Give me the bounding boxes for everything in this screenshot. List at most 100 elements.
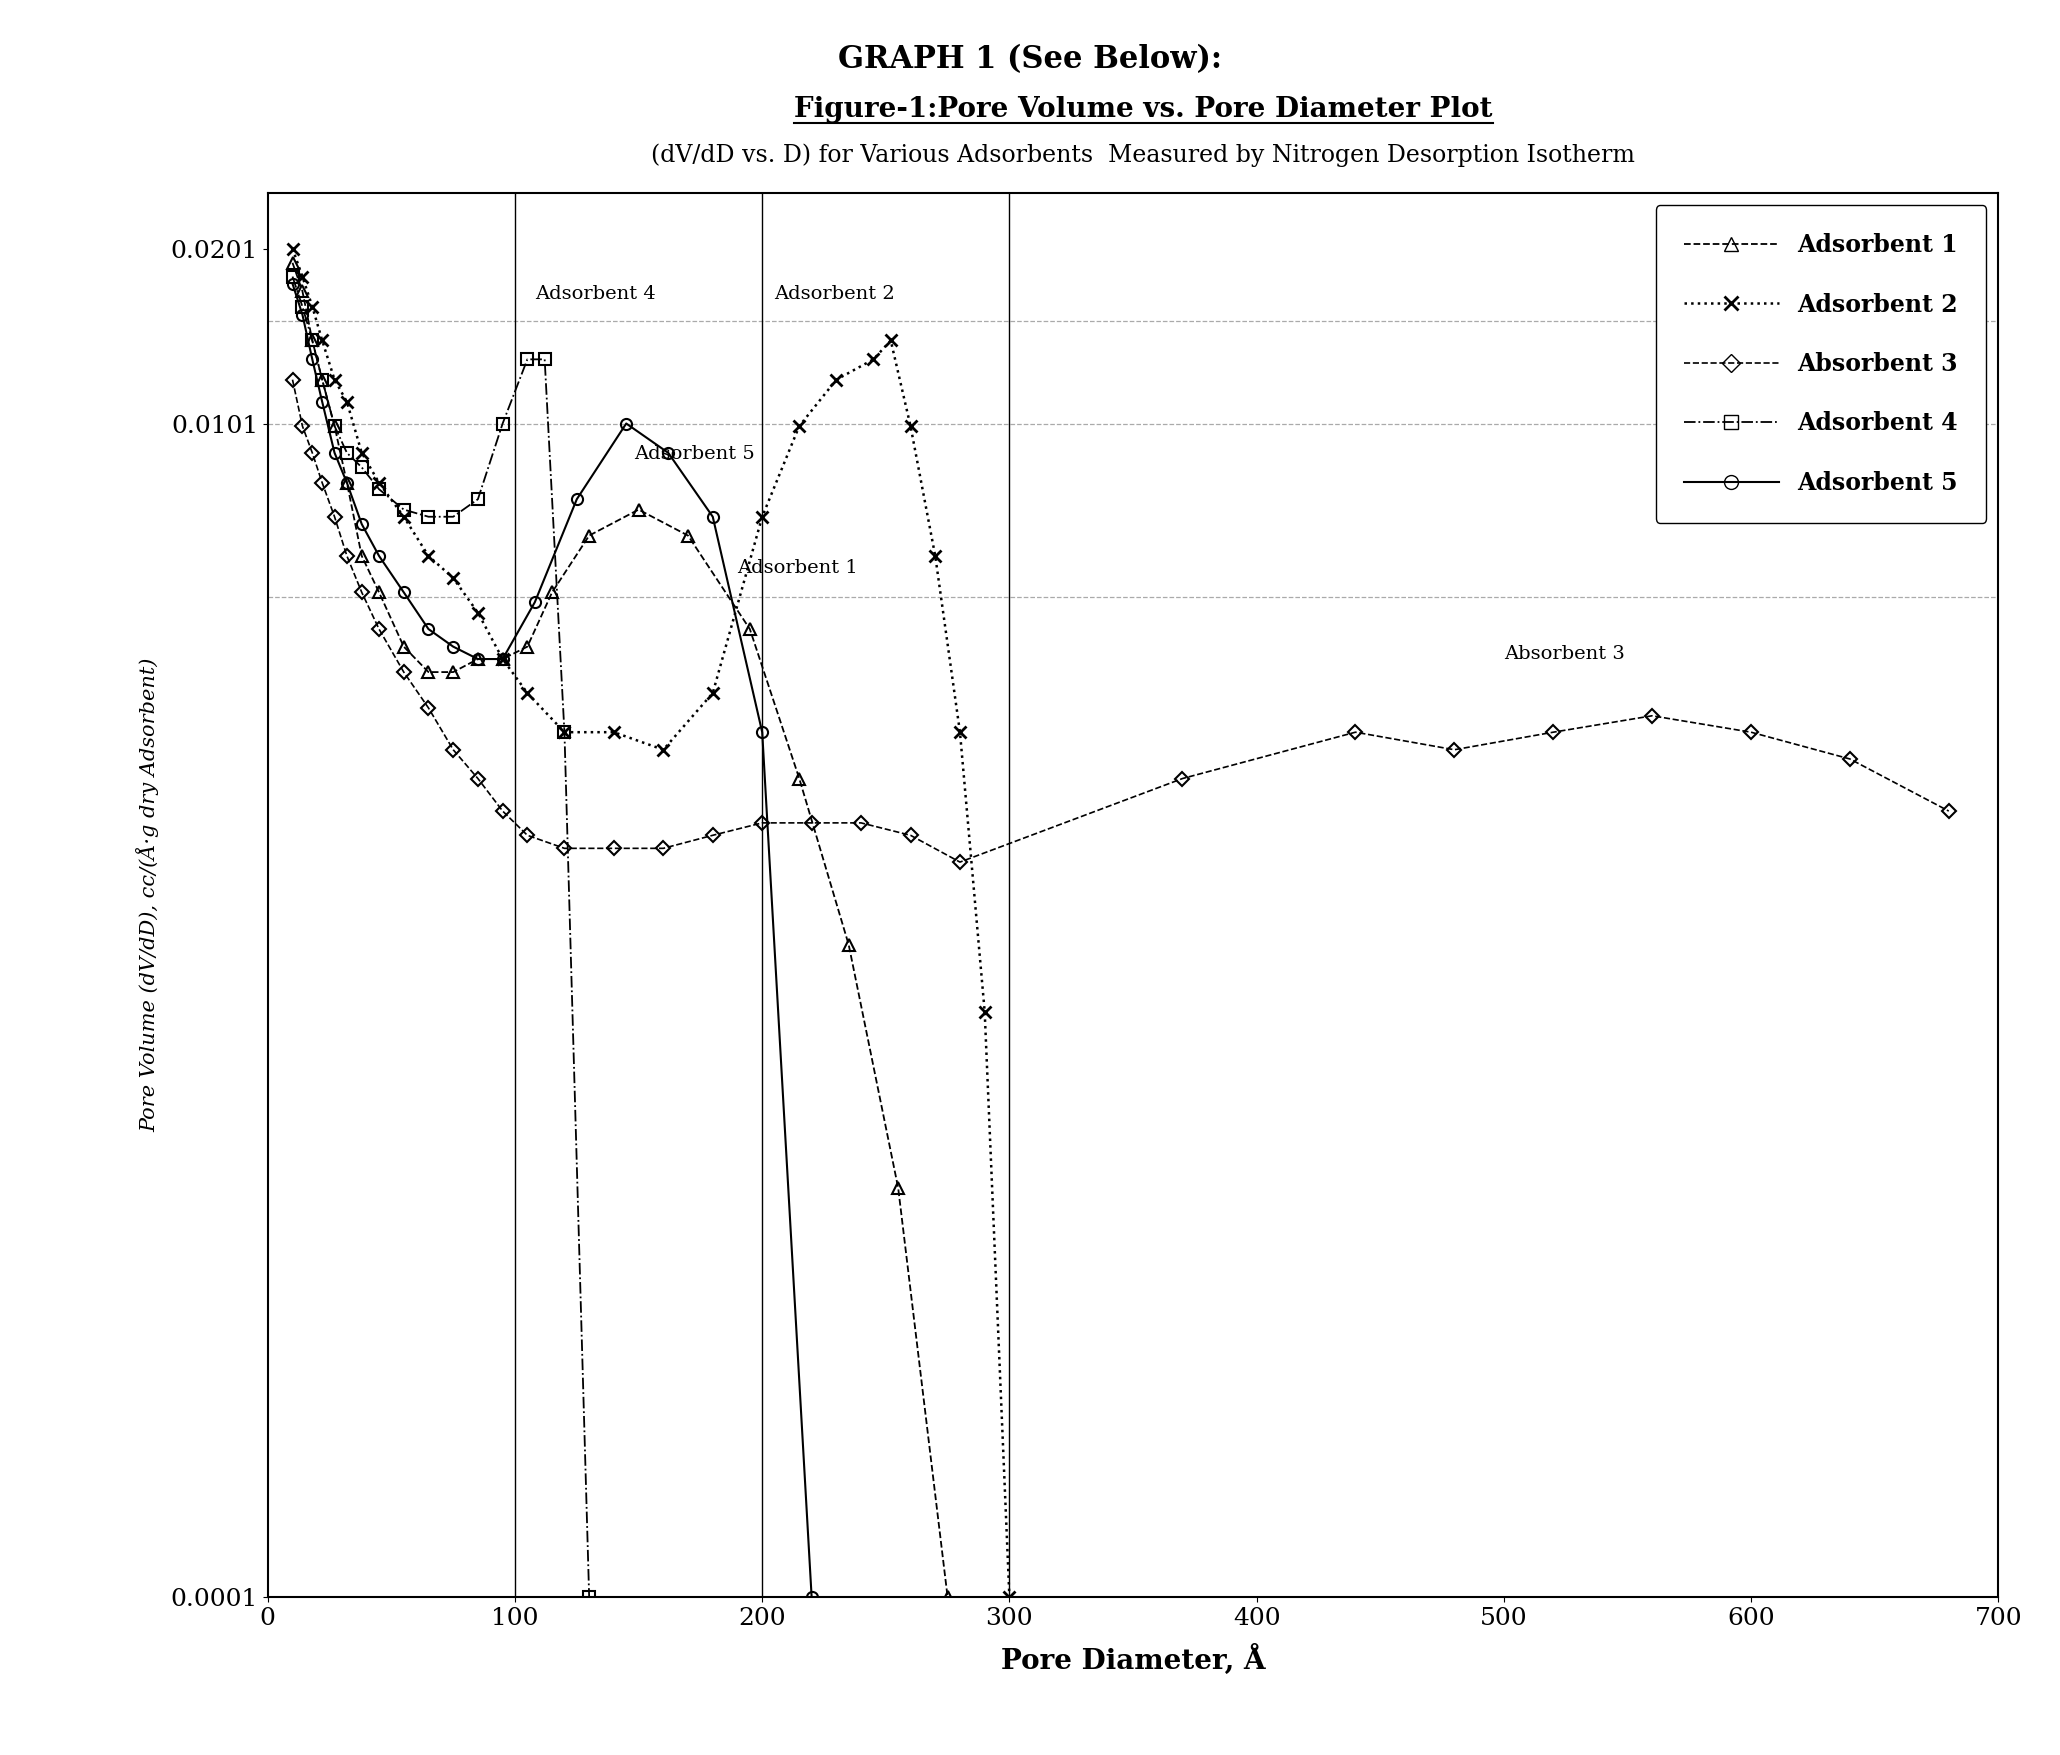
Adsorbent 1: [935, 1587, 960, 1608]
Adsorbent 2: [367, 472, 391, 493]
Adsorbent 1: [321, 416, 346, 437]
Adsorbent 2: [490, 649, 515, 670]
Adsorbent 1: [466, 649, 490, 670]
Adsorbent 5: [655, 442, 680, 463]
Adsorbent 5: [391, 583, 416, 604]
Absorbent 3: [367, 618, 391, 639]
Adsorbent 2: [787, 416, 812, 437]
Adsorbent 1: [787, 769, 812, 790]
Absorbent 3: [301, 442, 325, 463]
Adsorbent 1: [836, 934, 861, 955]
Text: Adsorbent 2: Adsorbent 2: [775, 284, 896, 302]
Absorbent 3: [948, 851, 972, 872]
Adsorbent 1: [441, 662, 466, 683]
Adsorbent 2: [878, 330, 902, 351]
Adsorbent 2: [700, 683, 725, 704]
Adsorbent 2: [280, 239, 305, 260]
Text: (dV/dD vs. D) for Various Adsorbents  Measured by Nitrogen Desorption Isotherm: (dV/dD vs. D) for Various Adsorbents Mea…: [651, 144, 1636, 167]
Adsorbent 1: [290, 281, 315, 302]
Adsorbent 4: [391, 498, 416, 519]
Adsorbent 5: [441, 635, 466, 656]
Adsorbent 1: [626, 498, 651, 519]
Adsorbent 1: [577, 525, 602, 546]
Absorbent 3: [700, 825, 725, 846]
Adsorbent 4: [334, 442, 358, 463]
Adsorbent 1: [309, 369, 334, 390]
Absorbent 3: [602, 837, 626, 858]
Adsorbent 4: [321, 416, 346, 437]
Absorbent 3: [321, 505, 346, 526]
Text: GRAPH 1 (See Below):: GRAPH 1 (See Below):: [838, 44, 1222, 75]
Adsorbent 2: [898, 416, 923, 437]
Absorbent 3: [309, 472, 334, 493]
Adsorbent 4: [350, 456, 375, 477]
Adsorbent 2: [515, 683, 540, 704]
Adsorbent 1: [540, 583, 564, 604]
Adsorbent 5: [523, 591, 548, 612]
Y-axis label: Pore Volume (dV/dD), cc/(Å·g dry Adsorbent): Pore Volume (dV/dD), cc/(Å·g dry Adsorbe…: [136, 658, 161, 1132]
Adsorbent 4: [577, 1587, 602, 1608]
Absorbent 3: [515, 825, 540, 846]
Adsorbent 5: [301, 349, 325, 370]
Text: Adsorbent 1: Adsorbent 1: [737, 560, 859, 577]
Line: Adsorbent 2: Adsorbent 2: [286, 242, 1016, 1604]
Adsorbent 2: [552, 721, 577, 742]
Line: Adsorbent 5: Adsorbent 5: [286, 279, 818, 1602]
Adsorbent 1: [301, 330, 325, 351]
Adsorbent 5: [466, 649, 490, 670]
Text: Figure-1:Pore Volume vs. Pore Diameter Plot: Figure-1:Pore Volume vs. Pore Diameter P…: [793, 97, 1494, 123]
Absorbent 3: [552, 837, 577, 858]
Adsorbent 4: [301, 330, 325, 351]
Adsorbent 1: [280, 253, 305, 274]
Adsorbent 5: [309, 391, 334, 412]
Adsorbent 2: [290, 267, 315, 288]
Adsorbent 2: [334, 391, 358, 412]
Adsorbent 2: [441, 567, 466, 588]
Adsorbent 1: [515, 635, 540, 656]
Adsorbent 2: [602, 721, 626, 742]
Absorbent 3: [350, 583, 375, 604]
Adsorbent 5: [564, 488, 589, 509]
Adsorbent 4: [531, 349, 556, 370]
Absorbent 3: [280, 369, 305, 390]
Absorbent 3: [1739, 721, 1763, 742]
Adsorbent 5: [700, 505, 725, 526]
Adsorbent 2: [321, 369, 346, 390]
Absorbent 3: [1442, 739, 1467, 760]
Adsorbent 4: [290, 297, 315, 318]
X-axis label: Pore Diameter, Å: Pore Diameter, Å: [1001, 1644, 1265, 1674]
Absorbent 3: [1541, 721, 1566, 742]
Adsorbent 5: [350, 514, 375, 535]
Absorbent 3: [334, 546, 358, 567]
Adsorbent 4: [490, 412, 515, 433]
Adsorbent 4: [309, 369, 334, 390]
Absorbent 3: [466, 769, 490, 790]
Line: Adsorbent 1: Adsorbent 1: [286, 258, 954, 1602]
Adsorbent 4: [466, 488, 490, 509]
Adsorbent 4: [367, 479, 391, 500]
Adsorbent 4: [441, 505, 466, 526]
Absorbent 3: [849, 813, 873, 834]
Absorbent 3: [799, 813, 824, 834]
Adsorbent 5: [614, 412, 639, 433]
Absorbent 3: [1936, 800, 1961, 821]
Adsorbent 5: [799, 1587, 824, 1608]
Absorbent 3: [290, 416, 315, 437]
Adsorbent 5: [416, 618, 441, 639]
Adsorbent 2: [861, 349, 886, 370]
Text: Adsorbent 5: Adsorbent 5: [634, 444, 754, 463]
Adsorbent 2: [416, 546, 441, 567]
Adsorbent 4: [280, 267, 305, 288]
Adsorbent 1: [350, 546, 375, 567]
Adsorbent 5: [367, 546, 391, 567]
Line: Absorbent 3: Absorbent 3: [288, 376, 1953, 867]
Absorbent 3: [1838, 748, 1862, 769]
Adsorbent 2: [972, 1000, 997, 1021]
Absorbent 3: [750, 813, 775, 834]
Adsorbent 2: [750, 505, 775, 526]
Adsorbent 1: [490, 649, 515, 670]
Adsorbent 1: [737, 618, 762, 639]
Adsorbent 5: [280, 274, 305, 295]
Adsorbent 2: [466, 602, 490, 623]
Adsorbent 2: [301, 297, 325, 318]
